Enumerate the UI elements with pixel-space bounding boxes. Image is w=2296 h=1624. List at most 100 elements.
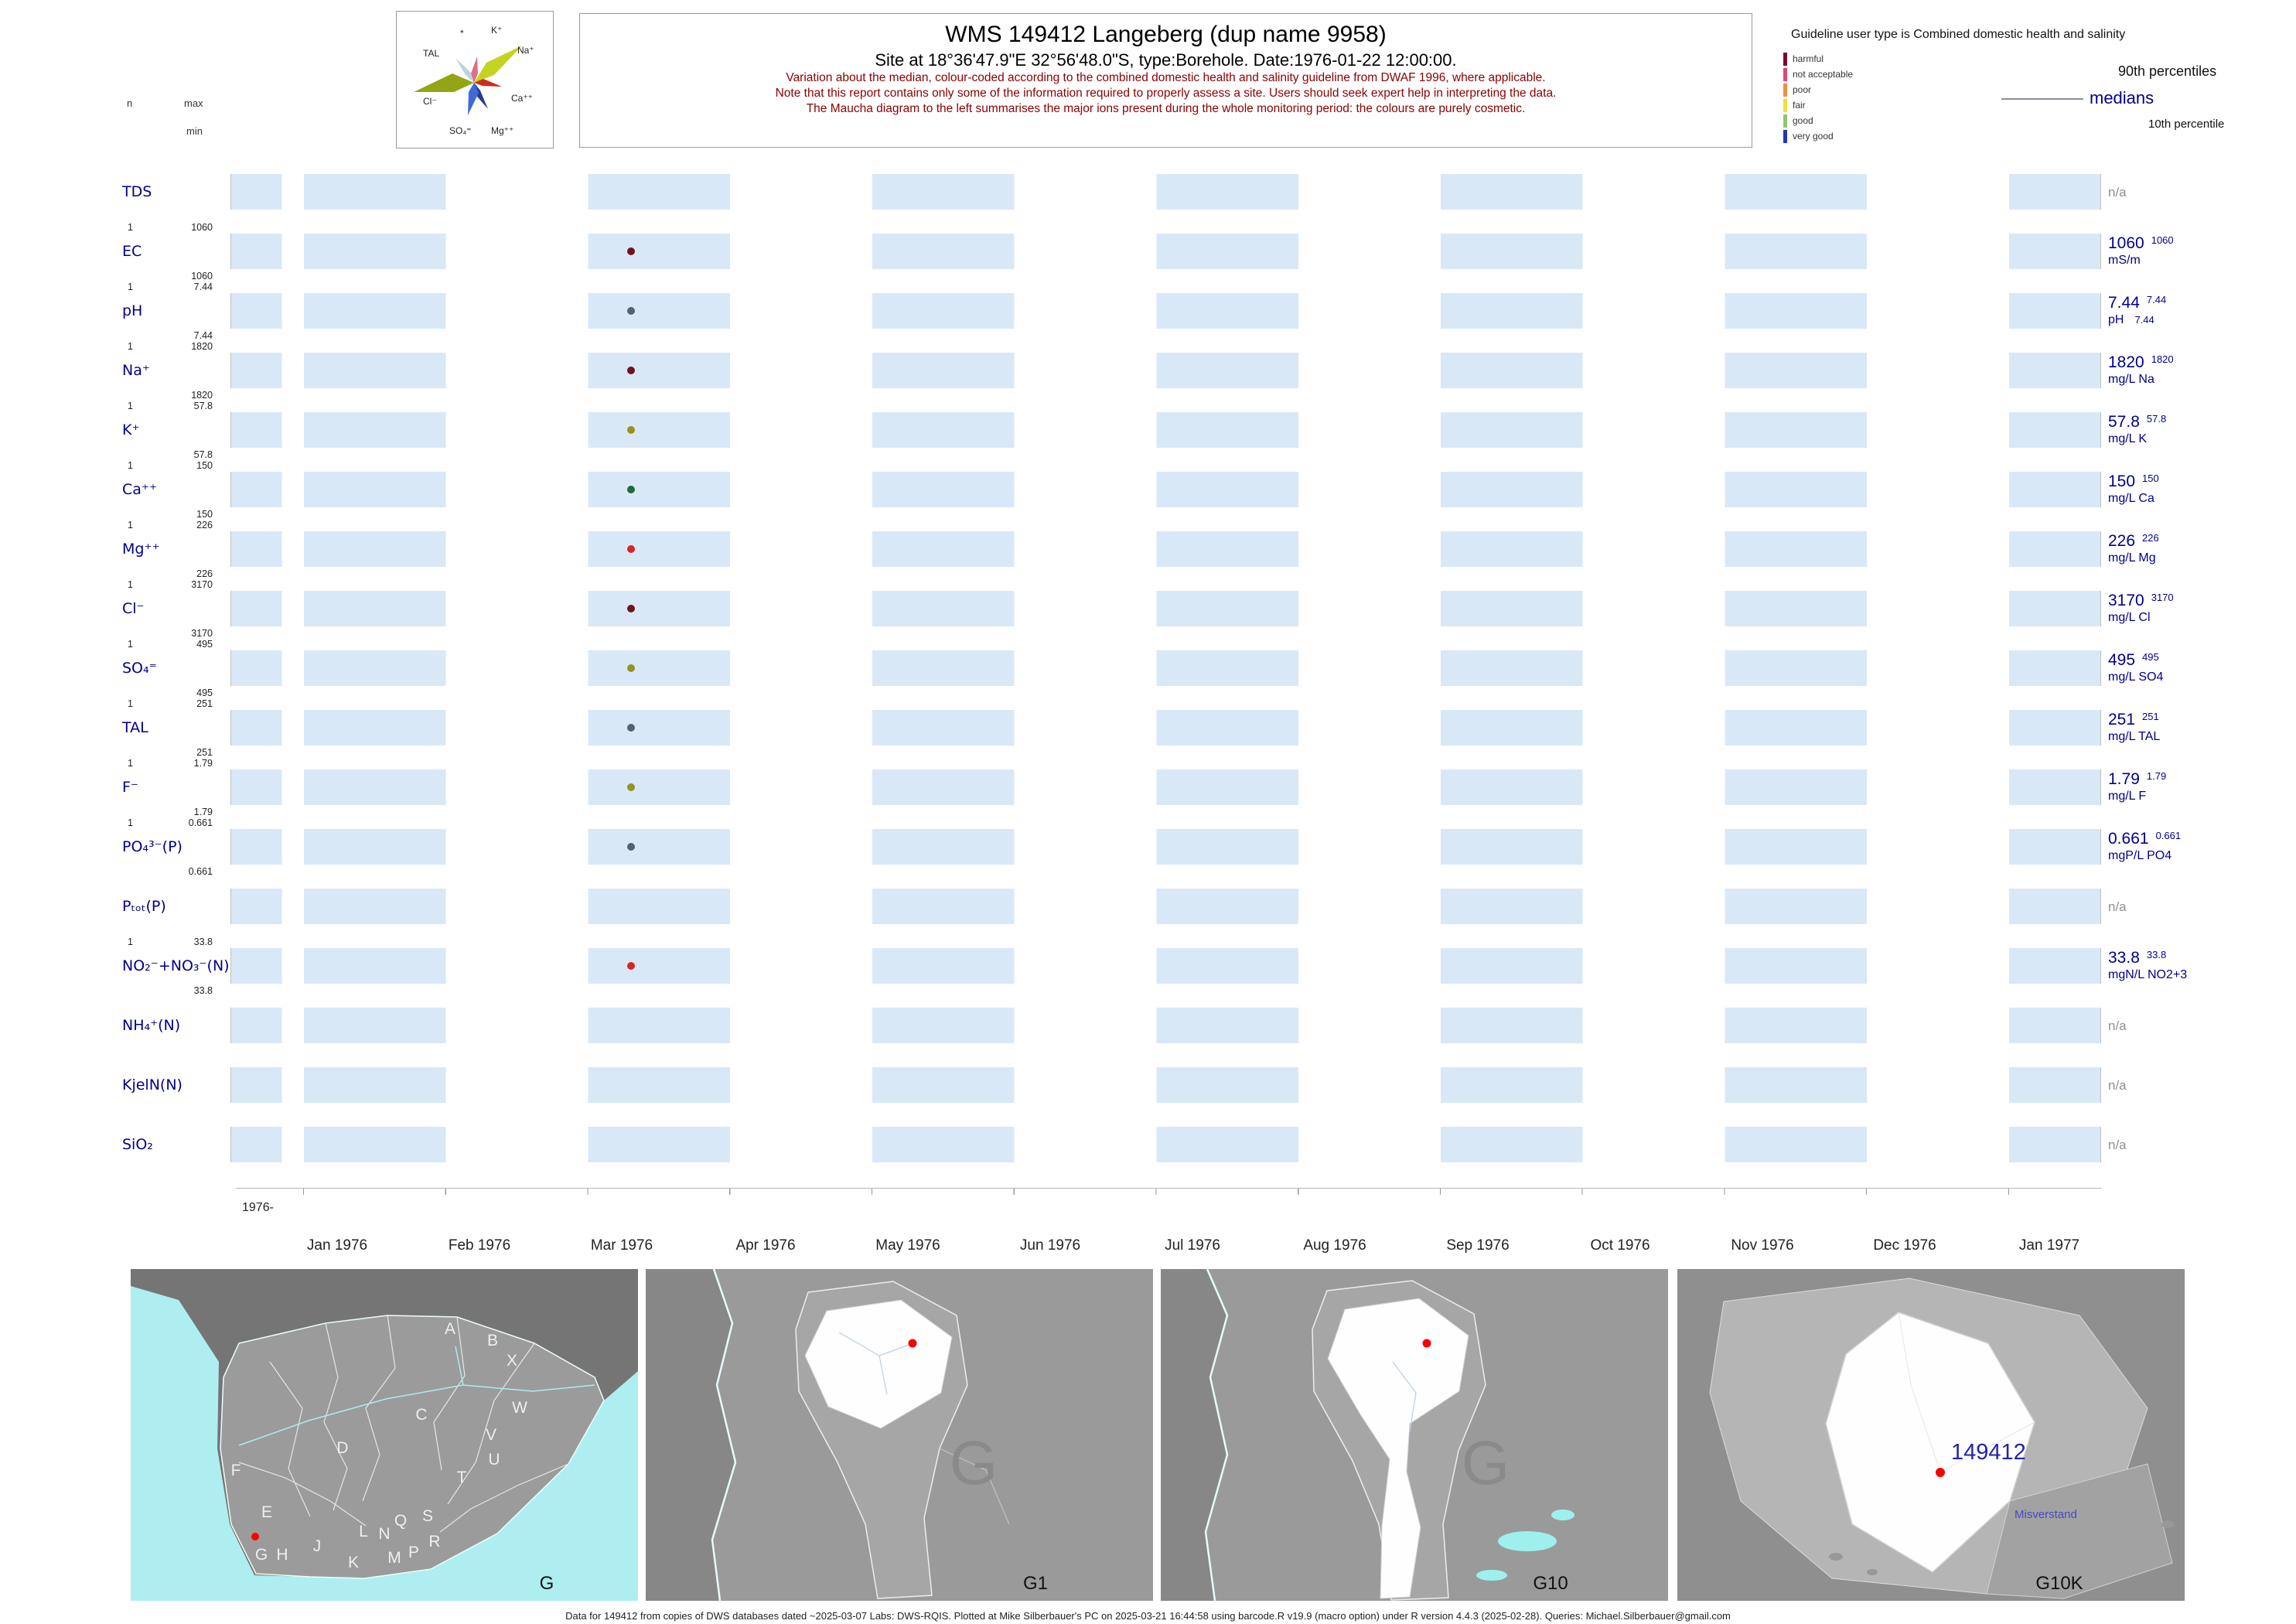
na-value: n/a xyxy=(2108,1018,2127,1033)
sample-dot xyxy=(627,545,635,553)
p90-value: 3170 xyxy=(2151,592,2174,603)
sample-count: 1 xyxy=(128,758,133,769)
timeline-band xyxy=(230,293,2101,329)
catchment-g10-map: G G10 xyxy=(1161,1269,1668,1601)
map-id-label: G10K xyxy=(2035,1573,2083,1594)
x-axis-month-label: Feb 1976 xyxy=(448,1237,511,1254)
catchment-g1-polygon xyxy=(804,1299,953,1429)
catchment-g10k-map: 149412 Misverstand G10K xyxy=(1677,1269,2185,1601)
map-id-label: G10 xyxy=(1533,1573,1568,1594)
sample-dot xyxy=(627,367,635,374)
class-label: fair xyxy=(1793,100,1806,111)
param-label: Cl⁻ xyxy=(122,600,145,617)
min-value: 3170 xyxy=(191,628,213,639)
site-subtitle: Site at 18°36'47.9"E 32°56'48.0"S, type:… xyxy=(875,50,1457,70)
maucha-label-so4: SO₄⁼ xyxy=(449,125,472,136)
row-stats-min-label: min xyxy=(186,125,203,137)
param-row-ph: 1 7.44 pH 7.44 7.44 7.44 pH 7.44 xyxy=(0,281,2296,353)
p90-value: 495 xyxy=(2142,651,2159,663)
p90-value: 1060 xyxy=(2151,234,2174,246)
sample-count: 1 xyxy=(128,281,133,292)
max-value: 57.8 xyxy=(193,401,213,411)
param-label: PO₄³⁻(P) xyxy=(122,838,183,855)
max-value: 495 xyxy=(196,639,213,650)
legend-item-poor: poor xyxy=(1783,82,1853,97)
region-letter: K xyxy=(348,1554,359,1571)
param-label: SiO₂ xyxy=(122,1136,153,1153)
legend-item-harmful: harmful xyxy=(1783,51,1853,67)
maucha-ion-chart: * K⁺ TAL Na⁺ Cl⁻ Ca⁺⁺ SO₄⁼ Mg⁺⁺ xyxy=(414,25,534,136)
param-label: F⁻ xyxy=(122,779,138,796)
maucha-lobe-so4 xyxy=(468,83,479,115)
coastline xyxy=(1204,1269,1229,1601)
median-line-sample xyxy=(2001,98,2083,100)
timeline-band xyxy=(230,889,2101,924)
sample-dot xyxy=(627,783,635,791)
x-axis-month-label: Apr 1976 xyxy=(735,1237,796,1254)
median-value: 226 xyxy=(2108,532,2136,550)
region-letter: E xyxy=(261,1503,272,1521)
class-label: not acceptable xyxy=(1793,69,1854,80)
param-label: Pₜₒₜ(P) xyxy=(122,898,166,915)
sample-dot xyxy=(627,188,635,196)
p90-value: 33.8 xyxy=(2146,949,2167,960)
param-label: TDS xyxy=(122,183,152,200)
x-axis-month-label: Jun 1976 xyxy=(1019,1237,1081,1254)
catchment-g1-map: G G1 xyxy=(646,1269,1153,1601)
median-value: 251 xyxy=(2108,711,2136,728)
max-value: 1820 xyxy=(191,341,213,352)
timeline-band xyxy=(230,1127,2101,1162)
min-value: 33.8 xyxy=(193,985,213,996)
p90-value: 7.44 xyxy=(2146,294,2167,305)
region-letter: N xyxy=(378,1525,390,1543)
timeline-band xyxy=(230,829,2101,865)
unit-label: mS/m xyxy=(2108,254,2141,267)
param-row-sio2: SiO₂ n/a xyxy=(0,1127,2296,1186)
maucha-label-cl: Cl⁻ xyxy=(423,96,437,107)
unit-label: mg/L K xyxy=(2108,432,2148,445)
maucha-lobes xyxy=(414,46,522,115)
x-axis-month-label: Jul 1976 xyxy=(1165,1237,1220,1254)
timeline-band xyxy=(230,710,2101,745)
timeline-band xyxy=(230,174,2101,210)
min-value: 57.8 xyxy=(193,449,213,460)
x-axis-month-label: Dec 1976 xyxy=(1873,1237,1936,1254)
p90-value: 1.79 xyxy=(2146,770,2167,782)
maucha-lobe-ca xyxy=(474,79,502,87)
p90-value: 57.8 xyxy=(2146,413,2167,425)
neighbour-boundary xyxy=(939,1448,1010,1525)
unit-label: mg/L Ca xyxy=(2108,492,2154,505)
map-region-g1: G G1 xyxy=(646,1269,1153,1601)
maucha-label-k: K⁺ xyxy=(491,25,502,36)
param-label: NO₂⁻+NO₃⁻(N) xyxy=(122,957,230,974)
river xyxy=(1392,1361,1417,1432)
neighbour-catchment-south xyxy=(1986,1463,2173,1599)
x-axis-year-label: 1976- xyxy=(242,1201,274,1214)
region-letter: G xyxy=(255,1546,268,1564)
sample-count: 1 xyxy=(128,520,133,531)
param-row-ec: 1 1060 EC 1060 1060 1060 mS/m xyxy=(0,222,2296,293)
rivers xyxy=(838,1332,914,1395)
max-value: 251 xyxy=(196,698,213,709)
min-value: 495 xyxy=(196,687,213,698)
max-value: 7.44 xyxy=(193,281,213,292)
guideline-note-1: Variation about the median, colour-coded… xyxy=(786,71,1546,84)
sample-count: 1 xyxy=(128,639,133,650)
min-value: 1820 xyxy=(191,390,213,401)
region-letter: V xyxy=(486,1426,496,1444)
timeline-band xyxy=(230,234,2101,269)
param-label: EC xyxy=(122,243,142,260)
timeline-band xyxy=(230,650,2101,686)
class-label: harmful xyxy=(1793,53,1824,64)
x-axis-month-label: Nov 1976 xyxy=(1731,1237,1794,1254)
unit-label: mg/L Na xyxy=(2108,373,2154,386)
map-primary-drainage-regions: A B X C W D V U T F E S Q R L N M P G H … xyxy=(131,1269,638,1601)
region-letter: P xyxy=(408,1544,419,1561)
guideline-class-legend: harmful not acceptable poor fair good ve… xyxy=(1783,51,1853,144)
median-legend-label: medians xyxy=(2090,88,2154,107)
maucha-label-na: Na⁺ xyxy=(517,45,534,56)
sample-dot xyxy=(627,724,635,732)
legend-item-not-acceptable: not acceptable xyxy=(1783,67,1853,82)
median-value: 3170 xyxy=(2108,592,2144,609)
class-color-swatch xyxy=(1783,83,1787,97)
